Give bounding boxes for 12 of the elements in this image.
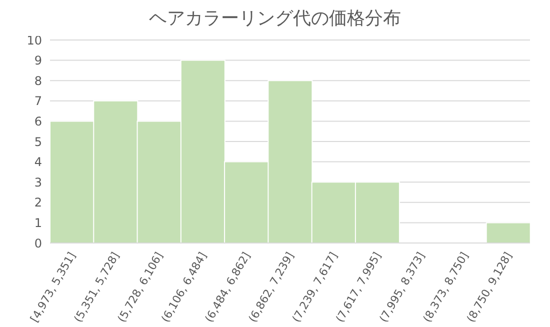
chart-title: ヘアカラーリング代の価格分布 <box>149 8 401 28</box>
y-tick-label: 4 <box>34 155 42 170</box>
bar <box>486 222 531 243</box>
y-tick-label: 2 <box>34 196 42 210</box>
y-tick-label: 9 <box>34 54 42 68</box>
y-tick-label: 8 <box>34 74 42 88</box>
y-tick-label: 3 <box>34 175 42 190</box>
y-tick-label: 6 <box>34 114 42 128</box>
y-tick-label: 5 <box>34 134 42 149</box>
y-tick-label: 7 <box>34 94 42 108</box>
y-tick-label: 1 <box>34 216 42 230</box>
y-tick-label: 0 <box>34 236 42 250</box>
